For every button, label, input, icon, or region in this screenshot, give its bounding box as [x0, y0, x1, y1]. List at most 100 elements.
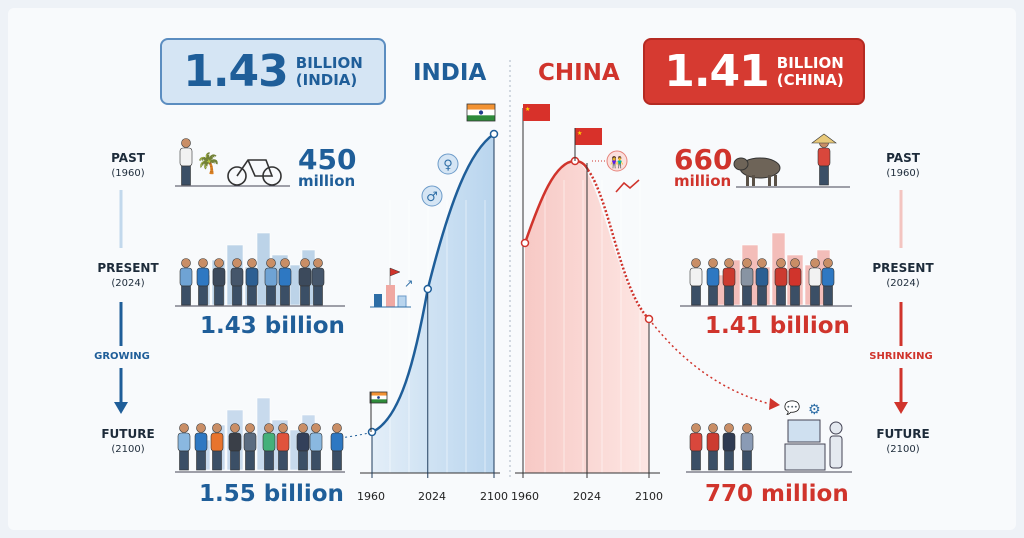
legs — [823, 285, 833, 306]
head — [810, 258, 820, 268]
body — [330, 432, 344, 452]
gear-icon: ⚙ — [808, 402, 821, 418]
legs — [691, 450, 701, 471]
legs — [212, 450, 222, 471]
legs — [311, 450, 321, 471]
china-headline-unit: BILLION — [776, 53, 844, 72]
bar — [374, 294, 382, 307]
legs — [198, 285, 208, 306]
legs — [313, 285, 323, 306]
china-tick-2100: 2100 — [635, 490, 663, 503]
star: ★ — [525, 106, 530, 113]
legs — [181, 165, 191, 186]
body — [706, 267, 720, 287]
head — [790, 258, 800, 268]
head — [247, 258, 257, 268]
body — [243, 432, 257, 452]
china-flag-icon: ★ — [523, 104, 550, 121]
legs — [691, 285, 701, 306]
arrow-head-icon — [769, 398, 780, 410]
legs — [214, 285, 224, 306]
body — [309, 432, 323, 452]
head — [212, 423, 222, 433]
body — [278, 267, 292, 287]
india-tick-1960: 1960 — [357, 490, 385, 503]
head — [266, 258, 276, 268]
head — [264, 423, 274, 433]
india-future-label: FUTURE (2100) — [101, 427, 155, 455]
china-farmer — [817, 138, 831, 186]
flag — [389, 267, 401, 285]
robot-head — [829, 421, 843, 435]
legs — [179, 450, 189, 471]
head — [708, 258, 718, 268]
legs — [757, 285, 767, 306]
head — [708, 423, 718, 433]
body — [311, 267, 325, 287]
frame — [236, 159, 274, 177]
family-icon-glyph: 👫 — [610, 156, 624, 169]
china-point-2100 — [644, 314, 654, 324]
china-flag-icon: ★ — [575, 128, 602, 145]
palm-tree-icon: 🌴 — [196, 151, 221, 175]
india-point-2024 — [423, 284, 433, 294]
legs — [247, 285, 257, 306]
leg — [752, 175, 755, 186]
head — [311, 423, 321, 433]
head — [300, 258, 310, 268]
building — [289, 264, 301, 306]
china-headline-value: 1.41 — [664, 46, 770, 97]
head — [179, 423, 189, 433]
legs — [298, 450, 308, 471]
body — [740, 432, 754, 452]
india-headline-box: 1.43 BILLION (INDIA) — [160, 38, 386, 105]
head — [313, 258, 323, 268]
india-future-people — [177, 423, 344, 471]
body — [194, 432, 208, 452]
body — [817, 147, 831, 167]
bar-chart-icon: ↗ — [370, 267, 413, 308]
bar — [397, 295, 407, 308]
china-future-value: 770 million — [705, 481, 849, 507]
trend-arrow-icon — [615, 179, 640, 193]
china-past-unit: million — [674, 172, 732, 190]
head — [181, 138, 191, 148]
india-point-2100 — [489, 129, 499, 139]
body — [230, 267, 244, 287]
stripe — [370, 399, 387, 403]
leg — [774, 175, 777, 186]
head — [742, 258, 752, 268]
wheel — [227, 166, 247, 186]
leg — [768, 175, 771, 186]
body — [298, 267, 312, 287]
legs — [708, 450, 718, 471]
gender-icon-bg — [421, 185, 443, 207]
body — [179, 267, 193, 287]
family-icon — [606, 150, 628, 172]
body — [722, 267, 736, 287]
india-headline-value: 1.43 — [183, 46, 289, 97]
arrow-up-icon: ↗ — [404, 277, 413, 290]
head — [691, 258, 701, 268]
head — [245, 423, 255, 433]
head — [196, 423, 206, 433]
bicycle-icon — [227, 159, 282, 186]
head — [298, 423, 308, 433]
china-future-label: FUTURE (2100) — [876, 427, 930, 455]
legs — [181, 285, 191, 306]
stripe — [467, 115, 495, 121]
india-trend-label: GROWING — [94, 351, 150, 362]
body — [276, 432, 290, 452]
body — [821, 267, 835, 287]
head — [757, 258, 767, 268]
field — [523, 104, 550, 121]
arrow-down-icon — [114, 402, 128, 414]
head — [198, 258, 208, 268]
india-headline-country: (INDIA) — [295, 70, 358, 89]
body — [706, 432, 720, 452]
leg — [746, 175, 749, 186]
legs — [280, 285, 290, 306]
legs — [742, 285, 752, 306]
head — [232, 258, 242, 268]
